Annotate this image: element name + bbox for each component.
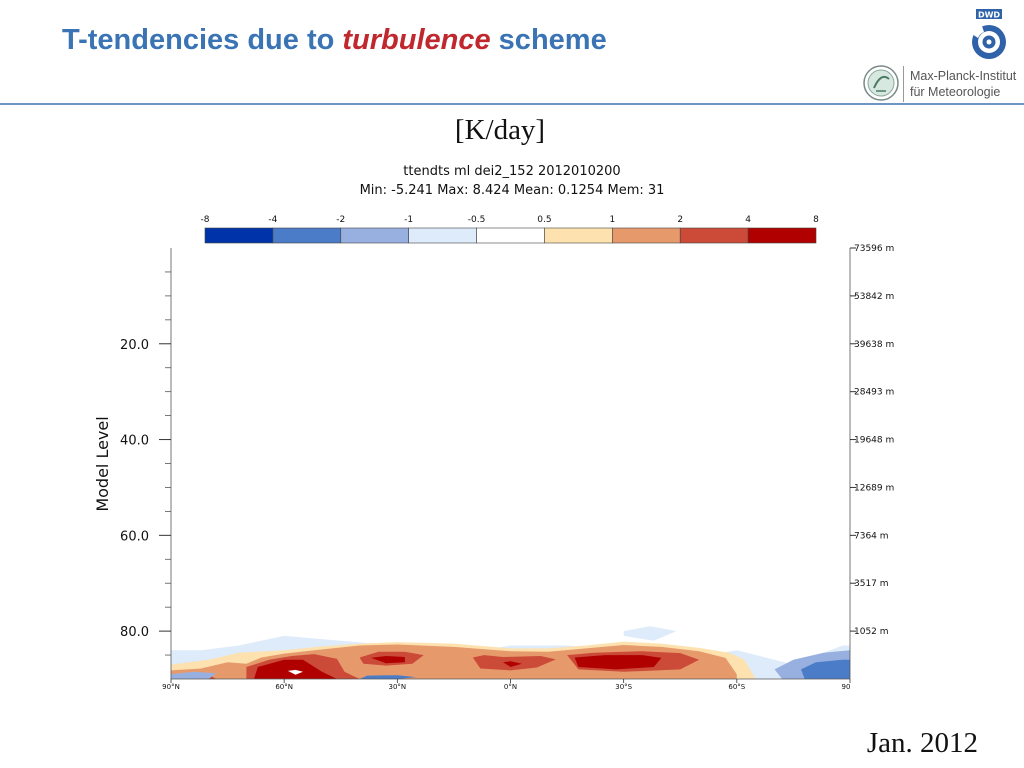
slide-title: T-tendencies due to turbulence scheme bbox=[62, 24, 607, 57]
dwd-label: DWD bbox=[978, 11, 1000, 20]
contour-region bbox=[801, 659, 850, 679]
colorbar-label: 4 bbox=[745, 215, 751, 225]
axes: 20.0 40.0 60.0 80.0 73596 m 53842 m 39638 m 284… bbox=[120, 244, 894, 691]
right-tick-label: 73596 m bbox=[854, 244, 894, 254]
y-tick-label: 40.0 bbox=[120, 434, 149, 449]
contour-region bbox=[171, 671, 217, 679]
right-tick-label: 12689 m bbox=[854, 483, 894, 493]
x-tick-label: 30°S bbox=[615, 683, 632, 691]
title-highlight: turbulence bbox=[342, 24, 491, 56]
plot-area bbox=[171, 248, 850, 679]
chart: ttendts ml dei2_152 2012010200 Min: -5.2… bbox=[93, 164, 894, 691]
right-tick-label: 53842 m bbox=[854, 292, 894, 302]
x-tick-label: 30°N bbox=[389, 683, 407, 691]
x-tick-label: 90°N bbox=[162, 683, 180, 691]
contour-region bbox=[287, 669, 303, 675]
y-tick-label: 60.0 bbox=[120, 529, 149, 544]
colorbar-label: -1 bbox=[404, 215, 413, 225]
right-tick-label: 39638 m bbox=[854, 340, 894, 350]
colorbar: -8 -4 -2 -1 -0.5 0.5 1 2 4 8 bbox=[201, 215, 819, 244]
colorbar-swatch bbox=[612, 227, 681, 244]
colorbar-swatch bbox=[747, 227, 817, 244]
plot-background bbox=[171, 248, 850, 679]
colorbar-label: -4 bbox=[268, 215, 277, 225]
colorbar-label: -8 bbox=[201, 215, 210, 225]
colorbar-label: 1 bbox=[609, 215, 615, 225]
colorbar-swatch bbox=[679, 227, 749, 244]
chart-header-line-2: Min: -5.241 Max: 8.424 Mean: 0.1254 Mem:… bbox=[360, 183, 665, 198]
title-suffix: scheme bbox=[490, 24, 607, 56]
x-tick-label: 0°N bbox=[504, 683, 517, 691]
contour-region bbox=[254, 659, 337, 679]
institute-line-2: für Meteorologie bbox=[910, 85, 1001, 99]
institute-separator bbox=[903, 66, 904, 102]
colorbar-label: 8 bbox=[813, 215, 819, 225]
right-tick-label: 28493 m bbox=[854, 388, 894, 398]
contour-region bbox=[574, 655, 662, 670]
dwd-logo-icon: DWD bbox=[972, 9, 1006, 59]
colorbar-label: 0.5 bbox=[537, 215, 551, 225]
colorbar-label: 2 bbox=[677, 215, 683, 225]
x-tick-label: 90 bbox=[842, 683, 851, 691]
colorbar-swatch bbox=[476, 227, 545, 244]
colorbar-swatch bbox=[544, 227, 613, 244]
colorbar-label: -0.5 bbox=[468, 215, 486, 225]
colorbar-swatch bbox=[272, 227, 342, 244]
colorbar-swatch bbox=[204, 227, 274, 244]
contour-region bbox=[503, 661, 522, 667]
colorbar-swatch bbox=[340, 227, 409, 244]
right-tick-label: 3517 m bbox=[854, 579, 889, 589]
institute-line-1: Max-Planck-Institut bbox=[910, 69, 1017, 83]
units-label: [K/day] bbox=[454, 114, 546, 146]
mpg-emblem-icon bbox=[863, 65, 899, 101]
date-label: Jan. 2012 bbox=[866, 727, 978, 759]
contour-region bbox=[623, 626, 677, 641]
colorbar-swatch bbox=[408, 227, 477, 244]
x-tick-label: 60°S bbox=[728, 683, 745, 691]
x-tick-label: 60°N bbox=[275, 683, 293, 691]
y-tick-label: 20.0 bbox=[120, 338, 149, 353]
chart-header-line-1: ttendts ml dei2_152 2012010200 bbox=[403, 164, 620, 179]
y-axis-label: Model Level bbox=[93, 416, 112, 511]
institute-name: Max-Planck-Institut für Meteorologie bbox=[910, 68, 1016, 100]
right-tick-label: 19648 m bbox=[854, 436, 894, 446]
colorbar-label: -2 bbox=[336, 215, 345, 225]
y-tick-label: 80.0 bbox=[120, 625, 149, 640]
title-rule bbox=[0, 103, 1024, 105]
title-prefix: T-tendencies due to bbox=[62, 24, 343, 56]
contour-region bbox=[370, 656, 405, 664]
right-tick-label: 7364 m bbox=[854, 531, 889, 541]
contour-region bbox=[359, 675, 417, 679]
right-tick-label: 1052 m bbox=[854, 627, 889, 637]
